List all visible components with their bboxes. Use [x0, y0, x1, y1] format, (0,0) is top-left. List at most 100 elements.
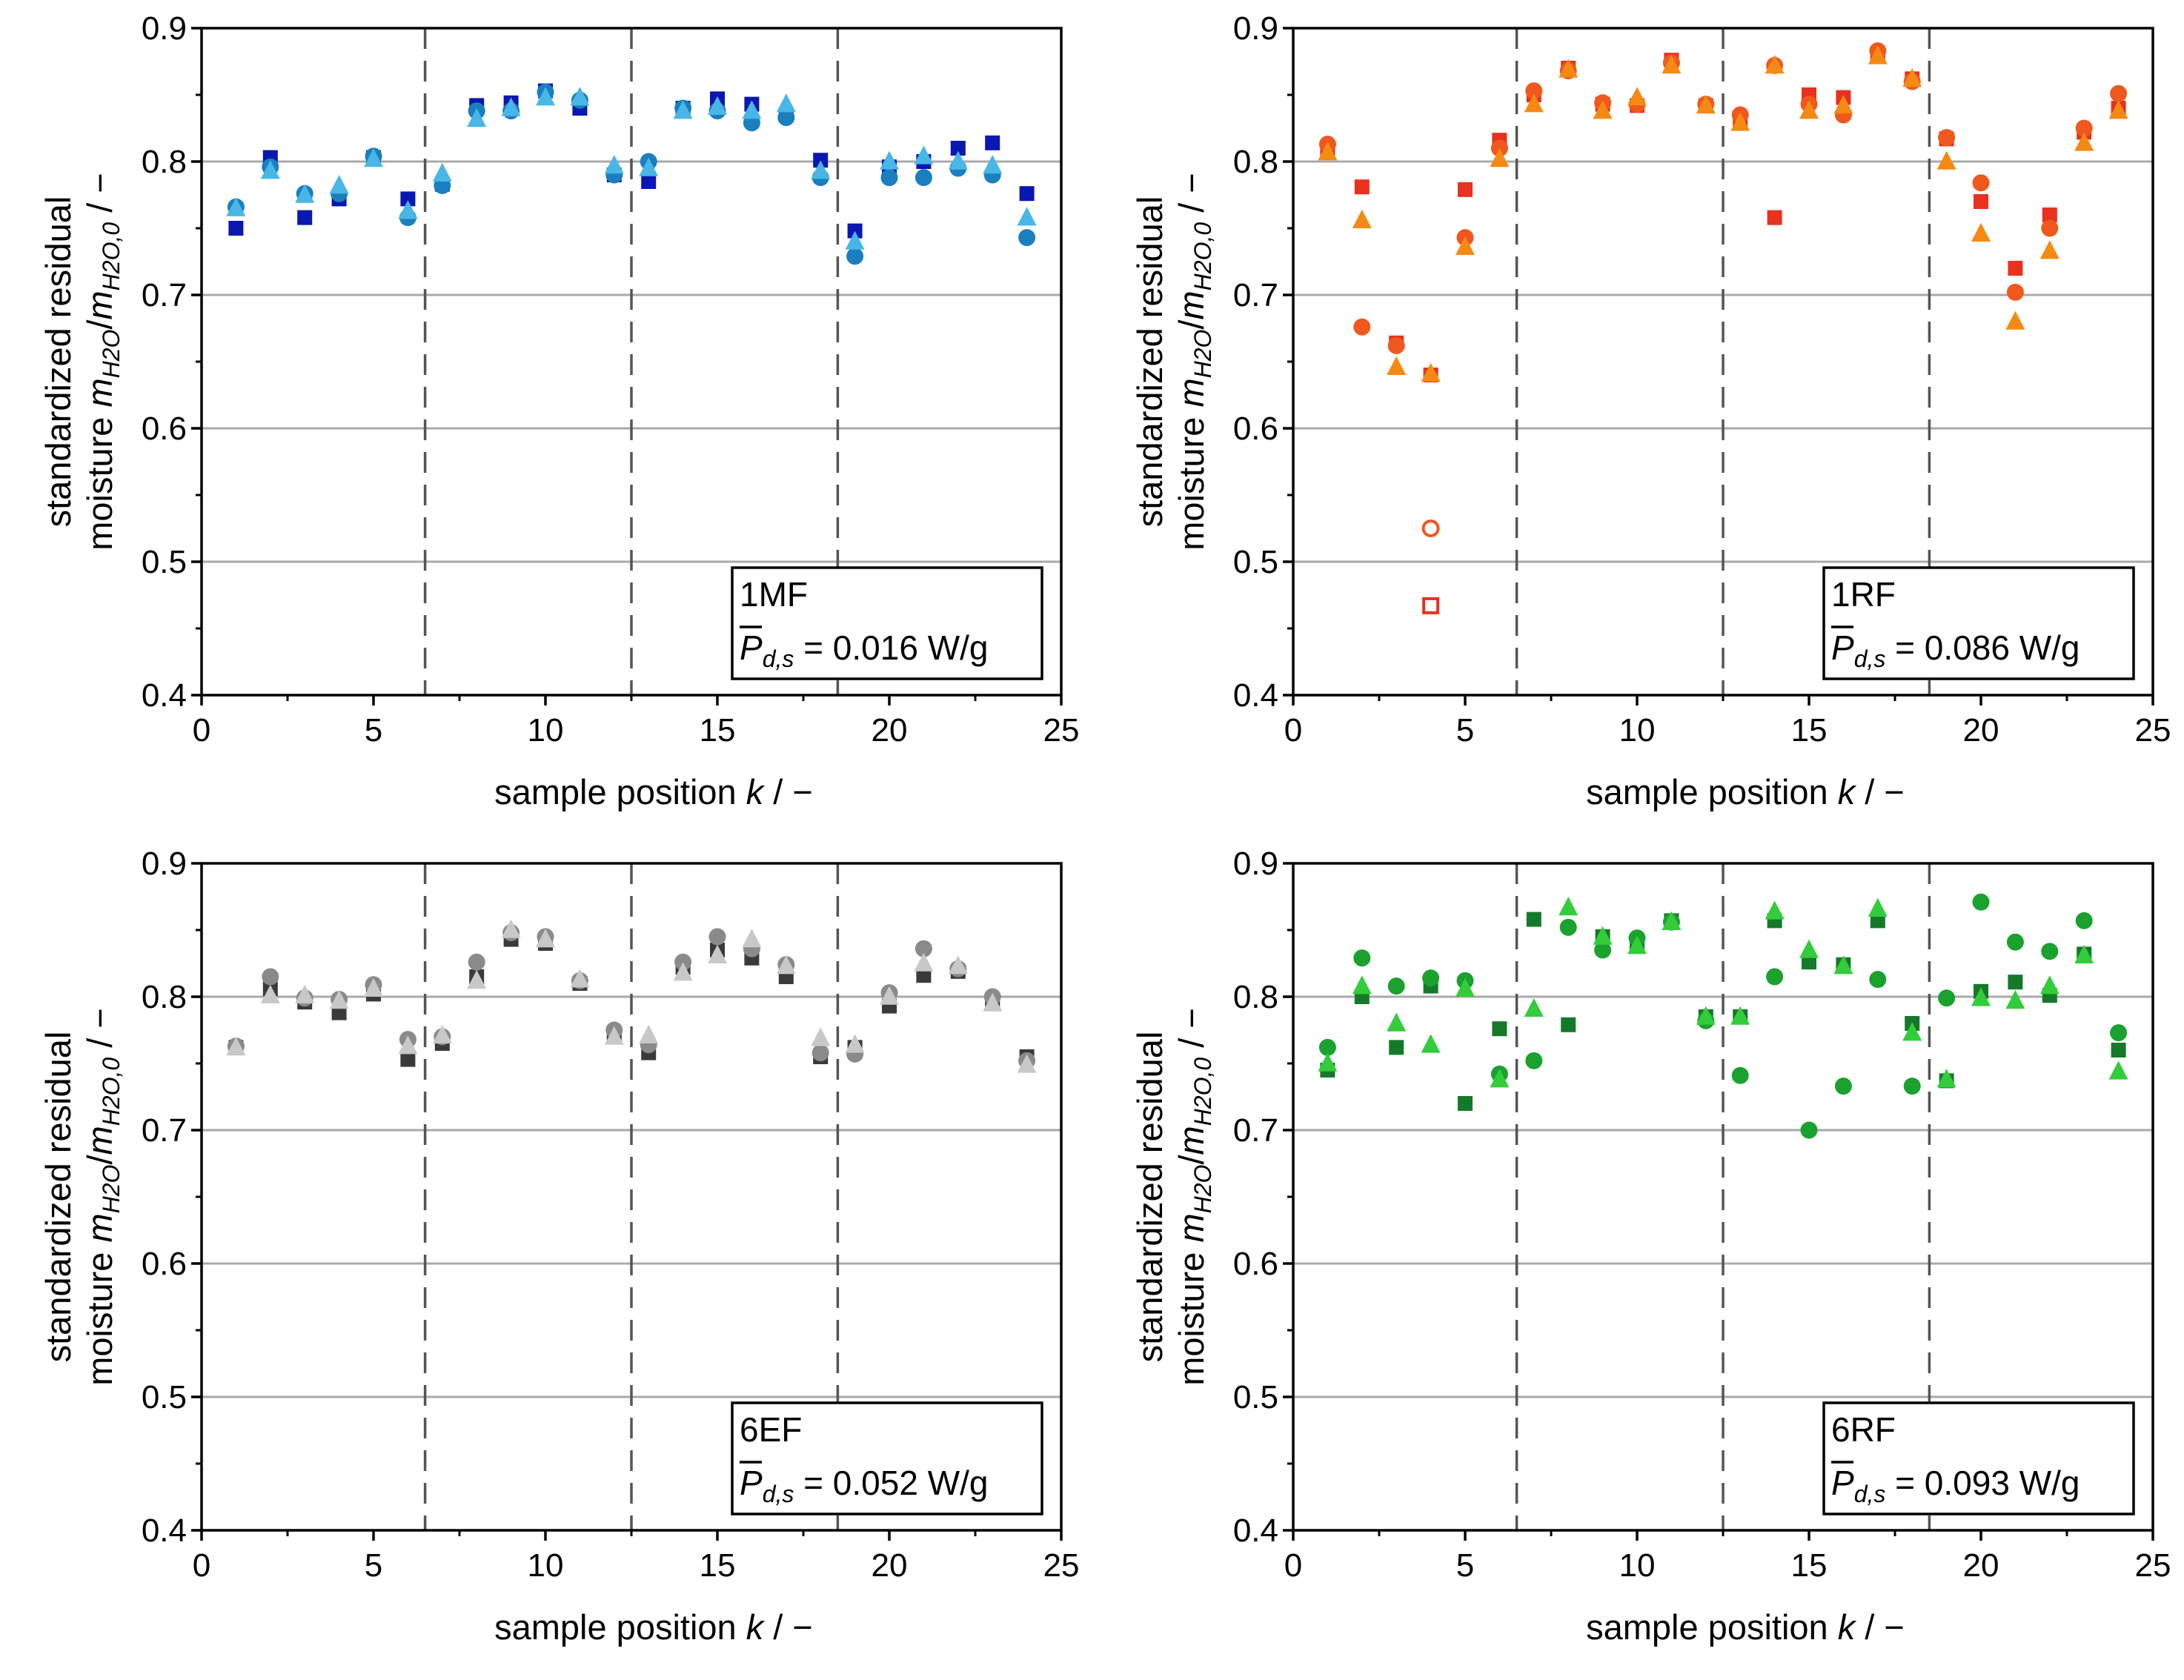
data-point-triangle: [432, 162, 452, 182]
data-point-triangle: [2039, 975, 2059, 995]
y-tick-label: 0.9: [1233, 10, 1278, 47]
x-tick-label: 10: [528, 712, 564, 748]
data-point-triangle: [398, 1035, 418, 1055]
data-point-circle: [1938, 989, 1956, 1007]
y-tick-label: 0.4: [142, 677, 187, 714]
data-point-square: [1492, 1021, 1507, 1037]
data-point-square: [1802, 954, 1816, 970]
data-point-circle: [2041, 943, 2059, 960]
y-tick-label: 0.6: [142, 1246, 187, 1282]
data-point-circle: [1525, 82, 1543, 100]
y-tick-label: 0.7: [1233, 277, 1278, 313]
data-point-triangle: [2108, 100, 2128, 119]
annotation-box: 6EF Pd,s = 0.052 W/g: [731, 1401, 1043, 1515]
data-point-triangle: [570, 969, 590, 988]
x-tick-label: 20: [1963, 712, 1999, 748]
y-tick-label: 0.9: [1233, 846, 1278, 882]
chart-panel-6EF: 0 5 10 15 20 25 0.4 0.5 0.6 0.7 0.8 0.9 sample posit…: [39, 846, 1079, 1647]
data-point-triangle: [501, 97, 521, 116]
data-point-triangle: [914, 145, 934, 165]
data-point-square: [1974, 194, 1988, 209]
power-annotation: Pd,s = 0.093 W/g: [1831, 1464, 2080, 1507]
data-point-circle: [2110, 84, 2128, 102]
data-point-triangle: [1833, 95, 1853, 114]
data-point-triangle: [1318, 1052, 1338, 1072]
data-point-triangle: [1730, 112, 1750, 131]
data-point-circle: [1834, 1078, 1852, 1095]
panel-label: 6EF: [740, 1410, 802, 1449]
data-point-square: [331, 1005, 347, 1020]
x-tick-label: 25: [1043, 1547, 1080, 1584]
data-point-triangle: [604, 155, 624, 174]
x-tick-label: 5: [1456, 1547, 1474, 1584]
x-tick-label: 20: [1963, 1547, 1999, 1584]
data-point-triangle: [2108, 1060, 2128, 1080]
data-point-triangle: [1662, 911, 1682, 930]
y-tick-label: 0.7: [142, 277, 187, 313]
x-axis-label: sample position k / −: [1586, 1607, 1905, 1647]
data-point-triangle: [1456, 977, 1475, 997]
data-point-triangle: [2005, 990, 2025, 1009]
data-point-triangle: [364, 148, 383, 167]
data-point-triangle: [1490, 1069, 1510, 1088]
data-point-triangle: [1627, 935, 1647, 954]
data-point-circle: [1938, 129, 1956, 147]
x-tick-label: 15: [700, 1547, 736, 1584]
annotation-box: 1MF Pd,s = 0.016 W/g: [731, 566, 1043, 680]
data-point-triangle: [1593, 100, 1613, 119]
data-point-triangle: [226, 197, 246, 216]
data-point-circle: [1353, 318, 1371, 336]
y-tick-label: 0.5: [142, 544, 187, 580]
y-axis-label-line2: moisture mH2O/mH2O,0 / −: [1172, 173, 1216, 551]
data-point-triangle: [329, 990, 349, 1009]
data-point-circle: [1766, 968, 1784, 986]
data-point-open-circle: [1421, 519, 1440, 537]
y-axis-label-line1: standardized residual: [1130, 196, 1169, 528]
chart-panel-1MF: 0 5 10 15 20 25 0.4 0.5 0.6 0.7 0.8 0.9 sample posit…: [39, 10, 1079, 811]
y-axis-label-line1: standardized residual: [39, 1032, 78, 1363]
data-point-triangle: [2039, 240, 2059, 259]
power-annotation: Pd,s = 0.016 W/g: [740, 628, 988, 672]
data-point-triangle: [1868, 45, 1888, 64]
data-point-triangle: [2074, 944, 2094, 963]
data-point-circle: [262, 968, 279, 986]
data-point-triangle: [226, 1037, 246, 1056]
y-axis-label-line2: moisture mH2O/mH2O,0 / −: [1172, 1008, 1216, 1386]
data-point-circle: [1559, 918, 1577, 936]
data-point-circle: [2110, 1024, 2128, 1042]
data-point-triangle: [639, 1024, 659, 1043]
data-point-triangle: [1799, 100, 1819, 119]
y-tick-label: 0.8: [142, 144, 187, 180]
data-point-circle: [1731, 1066, 1749, 1084]
data-point-square: [2008, 975, 2023, 990]
data-point-circle: [1422, 969, 1440, 987]
y-tick-label: 0.4: [142, 1513, 187, 1549]
data-point-circle: [2006, 283, 2024, 301]
y-tick-label: 0.7: [1233, 1112, 1278, 1149]
x-tick-label: 10: [528, 1547, 564, 1584]
y-axis-label-line2: moisture mH2O/mH2O,0 / −: [80, 173, 125, 551]
power-annotation: Pd,s = 0.086 W/g: [1831, 628, 2080, 672]
x-tick-label: 15: [1791, 1547, 1828, 1584]
data-point-triangle: [742, 100, 762, 119]
data-point-triangle: [1868, 897, 1888, 917]
data-point-triangle: [708, 96, 727, 115]
data-point-circle: [846, 248, 864, 265]
data-point-triangle: [1318, 142, 1338, 161]
annotation-box: 6RF Pd,s = 0.093 W/g: [1822, 1401, 2135, 1515]
data-point-triangle: [1765, 55, 1785, 74]
data-point-circle: [1387, 336, 1405, 354]
data-point-square: [1354, 179, 1370, 195]
data-point-triangle: [1387, 1012, 1407, 1032]
x-tick-label: 5: [1456, 712, 1474, 748]
data-point-circle: [2075, 119, 2093, 137]
data-point-triangle: [1559, 59, 1579, 78]
data-point-square: [228, 221, 244, 236]
x-tick-label: 5: [365, 712, 382, 748]
data-point-square: [1561, 1017, 1576, 1032]
data-point-triangle: [398, 200, 418, 219]
x-axis-label: sample position k / −: [494, 1607, 813, 1647]
data-point-triangle: [432, 1024, 452, 1043]
data-point-square: [985, 135, 1000, 150]
